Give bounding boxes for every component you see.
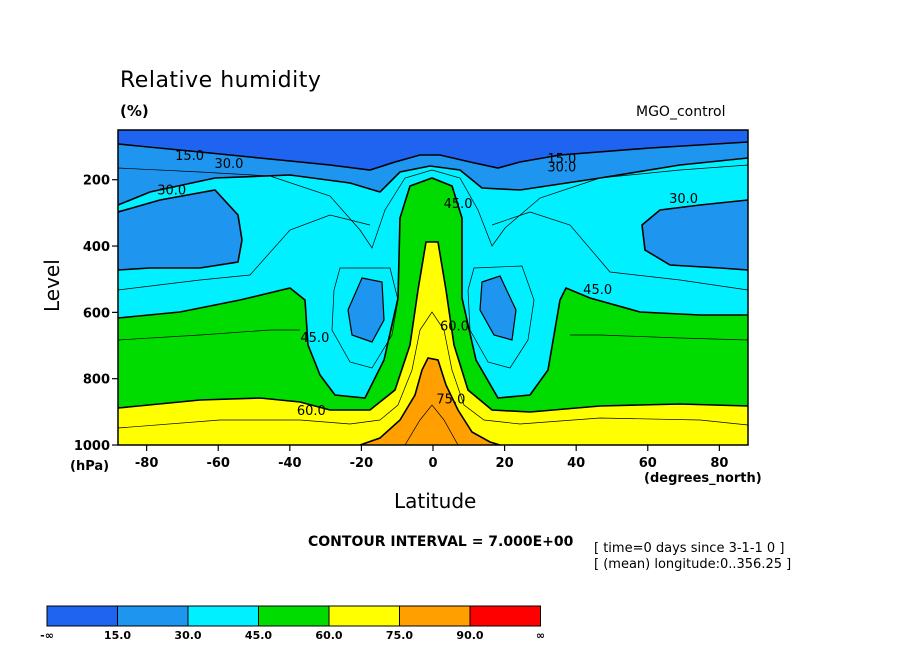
x-tick-label: -80 [135, 456, 159, 471]
colorbar-swatch [258, 605, 330, 627]
band-dry-right [642, 200, 748, 270]
colorbar-label: ∞ [536, 629, 545, 642]
band-75-90 [360, 358, 500, 445]
y-tick-label: 200 [83, 174, 110, 189]
colorbar-label: 30.0 [174, 629, 201, 642]
x-tick-label: 0 [428, 456, 437, 471]
colorbar-label: 60.0 [315, 629, 342, 642]
contour-label-layer: 15.030.030.015.030.030.045.045.045.060.0… [157, 149, 698, 419]
x-tick-label: 60 [639, 456, 657, 471]
colorbar-swatch [187, 605, 259, 627]
contour-label: 45.0 [444, 197, 473, 212]
contour-label: 60.0 [440, 320, 469, 335]
contour-label: 45.0 [583, 283, 612, 298]
y-tick-label: 600 [83, 306, 110, 321]
colorbar-swatch [46, 605, 118, 627]
contour-label: 75.0 [436, 393, 465, 408]
y-axis-label: Level [40, 259, 64, 312]
contour-label: 30.0 [547, 160, 576, 175]
colorbar-label: 45.0 [245, 629, 272, 642]
x-tick-label: -60 [206, 456, 230, 471]
colorbar-swatch [328, 605, 400, 627]
x-axis-label: Latitude [394, 489, 477, 513]
band-below-15 [118, 130, 748, 170]
y-axis-unit: (hPa) [70, 459, 110, 474]
contour-interval: CONTOUR INTERVAL = 7.000E+00 [308, 534, 574, 550]
y-tick-label: 800 [83, 373, 110, 388]
colorbar-label: 90.0 [456, 629, 483, 642]
x-tick-label: -20 [350, 456, 374, 471]
colorbar-label: 15.0 [104, 629, 131, 642]
contour-label: 30.0 [157, 184, 186, 199]
chart-title: Relative humidity [120, 68, 322, 93]
colorbar: -∞ 15.0 30.0 45.0 60.0 75.0 90.0 ∞ [40, 605, 545, 642]
band-60-75 [118, 242, 748, 445]
chart-units: (%) [120, 102, 149, 120]
y-tick-label: 1000 [74, 439, 110, 454]
x-tick-label: 80 [710, 456, 728, 471]
x-axis-unit: (degrees_north) [644, 471, 762, 486]
model-name: MGO_control [636, 104, 726, 120]
x-tick-label: 20 [496, 456, 514, 471]
colorbar-swatch [469, 605, 541, 627]
contour-label: 30.0 [214, 157, 243, 172]
y-tick-label: 400 [83, 240, 110, 255]
colorbar-label: 75.0 [386, 629, 413, 642]
time-metadata: [ time=0 days since 3-1-1 0 ] [594, 541, 785, 556]
contour-label: 30.0 [669, 192, 698, 207]
longitude-metadata: [ (mean) longitude:0..356.25 ] [594, 557, 792, 572]
contour-lines [118, 141, 748, 445]
contour-label: 15.0 [547, 152, 576, 167]
axis-layer: -80 -60 -40 -20 0 20 40 60 80 200 400 600 800 1000 [74, 174, 729, 471]
colorbar-swatch [399, 605, 471, 627]
x-tick-label: -40 [278, 456, 302, 471]
band-dry-pocket-left [348, 278, 384, 342]
x-tick-label: 40 [567, 456, 585, 471]
contour-fill-layers [118, 130, 748, 445]
colorbar-label: -∞ [40, 629, 54, 642]
contour-label: 60.0 [297, 404, 326, 419]
contour-label: 45.0 [300, 331, 329, 346]
contour-label: 15.0 [175, 149, 204, 164]
colorbar-swatch [117, 605, 189, 627]
band-dry-left [118, 190, 242, 270]
